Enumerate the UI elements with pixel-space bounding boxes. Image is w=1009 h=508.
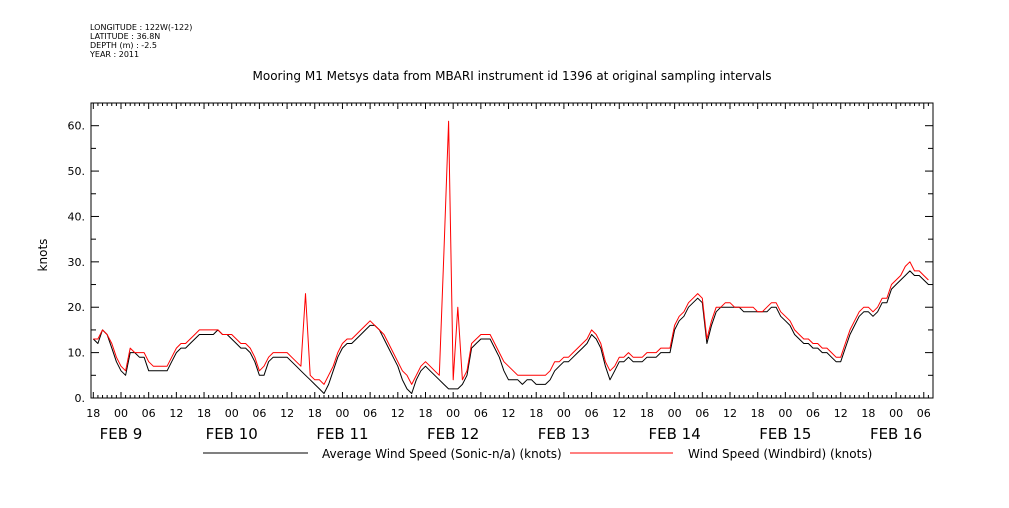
x-tick-label: 18	[197, 407, 211, 420]
x-tick-label: 12	[391, 407, 405, 420]
x-day-label: FEB 14	[649, 425, 701, 443]
x-tick-label: 06	[695, 407, 709, 420]
x-day-label: FEB 16	[870, 425, 922, 443]
x-tick-label: 18	[861, 407, 875, 420]
x-tick-label: 12	[502, 407, 516, 420]
x-tick-label: 18	[529, 407, 543, 420]
y-tick-label: 30.	[68, 256, 86, 269]
x-day-label: FEB 13	[538, 425, 590, 443]
x-tick-label: 06	[142, 407, 156, 420]
x-tick-label: 18	[308, 407, 322, 420]
x-tick-label: 00	[335, 407, 349, 420]
y-tick-label: 0.	[75, 392, 86, 405]
x-tick-label: 12	[834, 407, 848, 420]
x-tick-label: 00	[778, 407, 792, 420]
x-tick-label: 12	[280, 407, 294, 420]
y-tick-label: 50.	[68, 165, 86, 178]
x-tick-label: 12	[612, 407, 626, 420]
series-layer	[92, 120, 929, 394]
x-tick-label: 18	[86, 407, 100, 420]
x-tick-label: 06	[585, 407, 599, 420]
meta-latitude: LATITUDE : 36.8N	[90, 32, 160, 41]
x-tick-label: 12	[169, 407, 183, 420]
x-tick-label: 06	[806, 407, 820, 420]
x-tick-label: 18	[418, 407, 432, 420]
x-tick-label: 06	[363, 407, 377, 420]
x-tick-label: 12	[723, 407, 737, 420]
y-tick-label: 10.	[68, 347, 86, 360]
x-tick-label: 18	[751, 407, 765, 420]
x-day-label: FEB 12	[427, 425, 479, 443]
chart-title: Mooring M1 Metsys data from MBARI instru…	[253, 69, 772, 83]
legend: Average Wind Speed (Sonic-n/a) (knots) W…	[203, 447, 872, 461]
x-day-label: FEB 11	[316, 425, 368, 443]
meta-year: YEAR : 2011	[89, 50, 139, 59]
legend-label-windbird: Wind Speed (Windbird) (knots)	[688, 447, 872, 461]
x-tick-label: 18	[640, 407, 654, 420]
meta-block: LONGITUDE : 122W(-122) LATITUDE : 36.8N …	[89, 23, 192, 59]
plot-frame	[90, 102, 934, 399]
x-tick-label: 00	[114, 407, 128, 420]
x-day-label: FEB 15	[759, 425, 811, 443]
x-tick-label: 00	[557, 407, 571, 420]
x-tick-label: 06	[474, 407, 488, 420]
meta-longitude: LONGITUDE : 122W(-122)	[90, 23, 192, 32]
x-day-label: FEB 9	[100, 425, 143, 443]
y-tick-label: 40.	[68, 210, 86, 223]
x-tick-label: 00	[446, 407, 460, 420]
legend-label-average: Average Wind Speed (Sonic-n/a) (knots)	[322, 447, 562, 461]
y-axis-label: knots	[36, 239, 50, 272]
ticks-layer: 18 00 06 12 18 00 06 12 18 00 06 12 18 00 06 12 18 00 06 12…	[68, 102, 934, 443]
x-day-label: FEB 10	[206, 425, 258, 443]
x-tick-label: 00	[668, 407, 682, 420]
series-average-wind-speed	[92, 270, 929, 394]
y-tick-label: 60.	[68, 120, 86, 133]
series-windbird-wind-speed	[93, 120, 929, 385]
x-tick-label: 00	[225, 407, 239, 420]
x-tick-label: 06	[917, 407, 931, 420]
y-tick-label: 20.	[68, 301, 86, 314]
x-tick-label: 00	[889, 407, 903, 420]
x-tick-label: 06	[252, 407, 266, 420]
meta-depth: DEPTH (m) : -2.5	[90, 41, 157, 50]
